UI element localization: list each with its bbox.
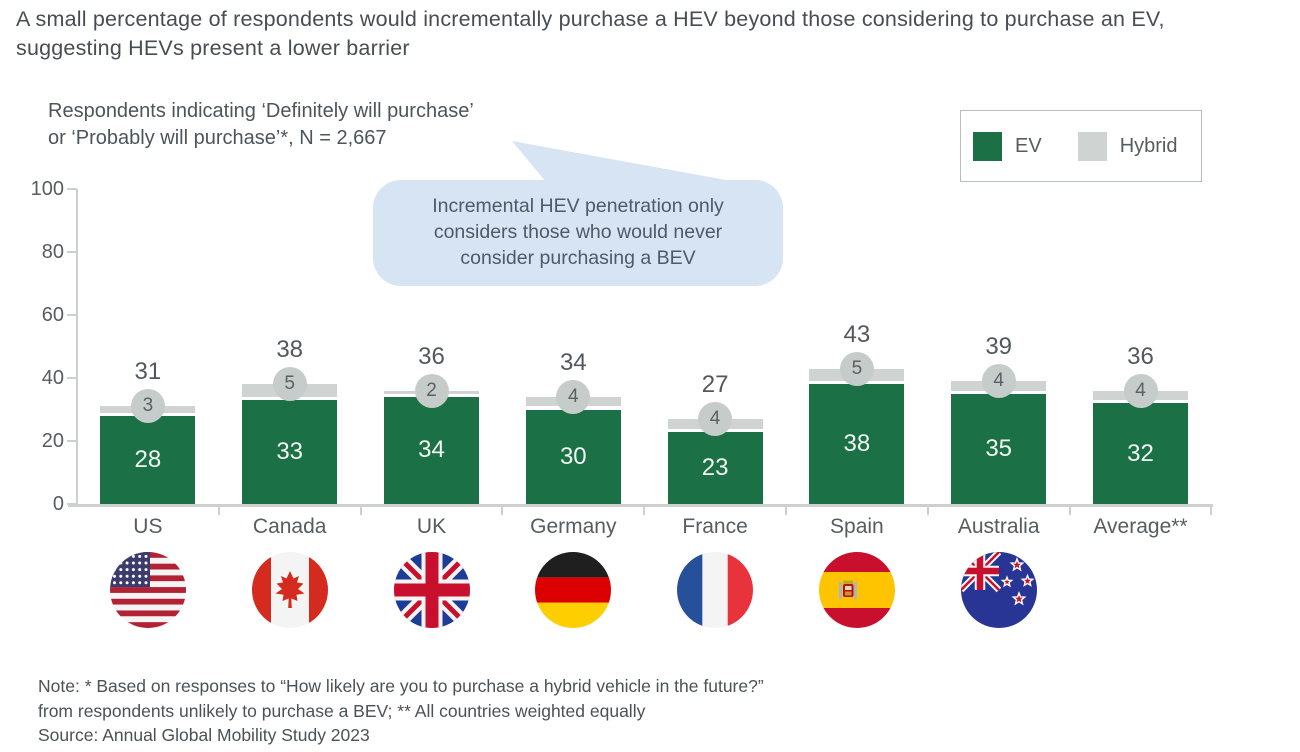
x-axis-tick <box>643 506 646 515</box>
ev-bar-segment <box>100 415 196 504</box>
x-axis-tick <box>501 506 504 515</box>
category-label: Spain <box>830 515 884 538</box>
ev-bar-segment <box>809 384 905 504</box>
hybrid-value-badge: 5 <box>272 367 307 402</box>
hybrid-value-badge: 5 <box>839 351 874 386</box>
category-label: Average** <box>1093 515 1188 538</box>
y-axis-tick <box>67 440 77 442</box>
ev-bar-segment <box>242 400 338 504</box>
page-title: A small percentage of respondents would … <box>16 7 1165 60</box>
y-axis-tick-label: 80 <box>41 241 64 263</box>
ev-value-label: 33 <box>276 438 304 466</box>
y-axis-tick <box>67 314 77 316</box>
callout-bubble: Incremental HEV penetration only conside… <box>373 180 783 286</box>
chart-legend: EV Hybrid <box>960 110 1202 182</box>
flag-germany-icon <box>535 552 612 628</box>
hybrid-value-badge: 4 <box>698 401 733 436</box>
x-axis-tick <box>1210 506 1213 515</box>
x-axis-tick <box>926 506 929 515</box>
y-axis-tick <box>67 251 77 253</box>
hybrid-value-badge: 4 <box>556 379 591 414</box>
ev-bar-segment <box>951 393 1047 504</box>
category-label: Canada <box>252 515 327 538</box>
chart-subtitle-line1: Respondents indicating ‘Definitely will … <box>48 100 474 122</box>
category-label: France <box>682 515 748 538</box>
x-axis-tick <box>359 506 362 515</box>
x-axis-tick <box>217 506 220 515</box>
total-value-label: 43 <box>843 320 871 348</box>
hybrid-legend-label: Hybrid <box>1119 134 1178 157</box>
hybrid-value-badge: 4 <box>981 364 1016 399</box>
total-value-label: 39 <box>985 333 1013 361</box>
flag-us-icon <box>109 552 186 628</box>
ev-bar-segment <box>525 409 621 504</box>
y-axis-tick <box>67 188 77 190</box>
flag-spain-icon <box>818 552 895 628</box>
chart-subtitle-line2: or ‘Probably will purchase’*, N = 2,667 <box>48 127 387 149</box>
category-label: UK <box>416 515 447 538</box>
footnote-line3: Source: Annual Global Mobility Study 202… <box>38 725 370 745</box>
category-label: US <box>133 515 163 538</box>
ev-value-label: 30 <box>559 442 587 470</box>
y-axis-tick <box>67 503 77 505</box>
footnote-line2: from respondents unlikely to purchase a … <box>38 700 646 721</box>
chart-subtitle: Respondents indicating ‘Definitely will … <box>48 98 668 152</box>
total-value-label: 27 <box>701 370 729 398</box>
flag-uk-icon <box>393 552 470 628</box>
ev-value-label: 32 <box>1127 439 1154 467</box>
x-axis-line <box>68 504 1213 507</box>
y-axis-tick-label: 100 <box>30 178 64 200</box>
category-label: Germany <box>530 515 617 538</box>
ev-value-label: 23 <box>701 453 729 481</box>
footnote-line1: Note: * Based on responses to “How likel… <box>38 676 764 696</box>
ev-legend-swatch <box>973 131 1002 161</box>
y-axis-tick-label: 40 <box>41 367 64 389</box>
ev-bar-segment <box>1093 403 1188 504</box>
flag-france-icon <box>677 552 754 628</box>
y-axis-line <box>76 189 78 505</box>
ev-value-label: 34 <box>418 436 445 464</box>
hybrid-value-badge: 4 <box>1123 373 1158 408</box>
total-value-label: 36 <box>418 342 445 370</box>
category-label: Australia <box>957 515 1040 538</box>
ev-value-label: 38 <box>843 430 871 458</box>
total-value-label: 36 <box>1127 342 1154 370</box>
y-axis-tick <box>67 377 77 379</box>
y-axis-tick-label: 60 <box>41 304 64 326</box>
ev-bar-segment <box>667 431 763 504</box>
ev-bar-segment <box>384 396 479 504</box>
footnotes: Note: * Based on responses to “How likel… <box>38 674 1018 748</box>
hybrid-value-badge: 2 <box>414 373 449 408</box>
flag-canada-icon <box>251 552 328 628</box>
y-axis-tick-label: 0 <box>52 493 64 515</box>
ev-value-label: 35 <box>985 434 1013 462</box>
total-value-label: 38 <box>276 336 304 364</box>
total-value-label: 31 <box>134 358 162 386</box>
y-axis-tick-label: 20 <box>41 430 64 452</box>
flag-australia-icon <box>960 552 1037 628</box>
ev-legend-label: EV <box>1015 134 1042 157</box>
hybrid-value-badge: 3 <box>130 389 165 424</box>
total-value-label: 34 <box>559 348 587 376</box>
x-axis-tick <box>785 506 787 515</box>
x-axis-tick <box>1068 506 1071 515</box>
hybrid-legend-swatch <box>1077 131 1107 161</box>
ev-value-label: 28 <box>134 445 162 473</box>
